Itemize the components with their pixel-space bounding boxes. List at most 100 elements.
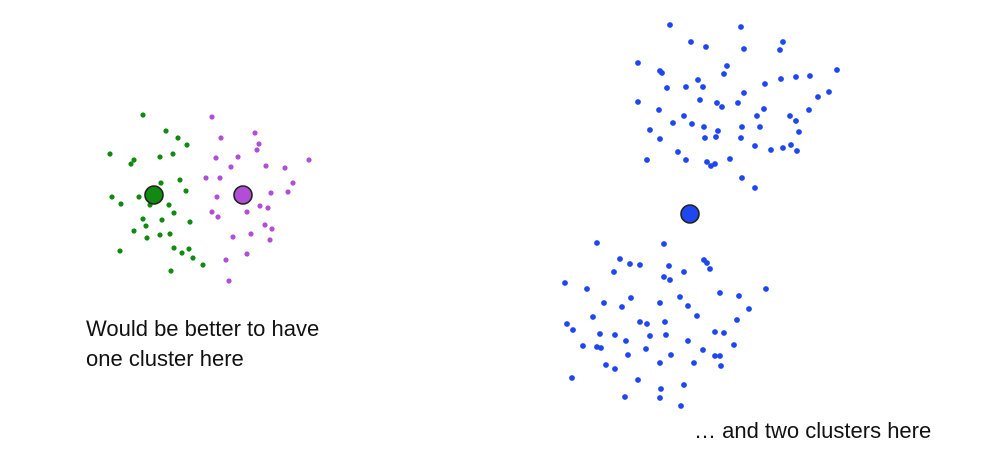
data-point [177,177,183,183]
data-point [158,180,164,186]
data-point [244,251,250,257]
data-point [719,104,725,110]
data-point [186,246,192,252]
data-point [712,329,718,335]
data-point [715,128,721,134]
data-point [131,157,137,163]
data-point [268,190,274,196]
data-point [643,346,649,352]
data-point [269,226,275,232]
data-point [170,151,176,157]
data-point [594,240,600,246]
data-point [107,151,113,157]
data-point [171,210,177,216]
data-point [787,113,793,119]
purple-cluster-points [203,114,312,284]
data-point [218,135,224,141]
data-point [713,134,719,140]
data-point [735,100,741,106]
blue-centroid [680,204,700,224]
data-point [644,321,650,327]
data-point [834,67,840,73]
blue-cluster-bottom-group-points [562,240,769,409]
data-point [717,353,723,359]
data-point [683,157,689,163]
left-caption-line-2: one cluster here [86,346,244,371]
data-point [793,118,799,124]
data-point [700,84,706,90]
data-point [752,185,758,191]
data-point [163,128,169,134]
left-caption: Would be better to have one cluster here [86,314,406,374]
data-point [628,295,634,301]
data-point [754,113,760,119]
data-point [741,90,747,96]
data-point [223,257,229,263]
data-point [622,394,628,400]
data-point [262,222,268,228]
data-point [166,202,172,208]
data-point [603,362,609,368]
data-point [712,161,718,167]
data-point [721,71,727,77]
data-point [617,256,623,262]
data-point [815,94,821,100]
data-point [746,306,752,312]
data-point [768,147,774,153]
data-point [666,263,672,269]
data-point [806,107,812,113]
data-point [627,261,633,267]
data-point [226,278,232,284]
data-point [717,290,723,296]
data-point [167,231,173,237]
data-point [762,81,768,87]
data-point [235,154,241,160]
data-point [248,231,254,237]
data-point [657,136,663,142]
data-point [217,175,223,181]
data-point [741,46,747,52]
data-point [187,219,193,225]
data-point [256,141,262,147]
data-point [734,317,740,323]
data-point [657,360,663,366]
data-point [761,106,767,112]
data-point [215,214,221,220]
data-point [736,293,742,299]
data-point [712,353,718,359]
data-point [140,216,146,222]
data-point [681,269,687,275]
data-point [694,313,700,319]
data-point [697,97,703,103]
data-point [731,342,737,348]
data-point [143,223,149,229]
data-point [689,121,695,127]
data-point [282,165,288,171]
data-point [612,366,618,372]
data-point [714,100,720,106]
data-point [109,194,115,200]
data-point [681,113,687,119]
green-cluster-points [107,112,206,274]
data-point [597,331,603,337]
data-point [635,60,641,66]
data-point [285,189,291,195]
data-point [704,260,710,266]
data-point [213,155,219,161]
data-point [677,294,683,300]
data-point [635,99,641,105]
data-point [637,262,643,268]
data-point [564,321,570,327]
data-point [254,147,260,153]
data-point [656,107,662,113]
data-point [128,161,134,167]
data-point [647,127,653,133]
data-point [200,262,206,268]
data-point [670,120,676,126]
data-point [140,112,146,118]
data-point [157,154,163,160]
data-point [788,142,794,148]
data-point [688,39,694,45]
data-point [681,382,687,388]
data-point [685,303,691,309]
